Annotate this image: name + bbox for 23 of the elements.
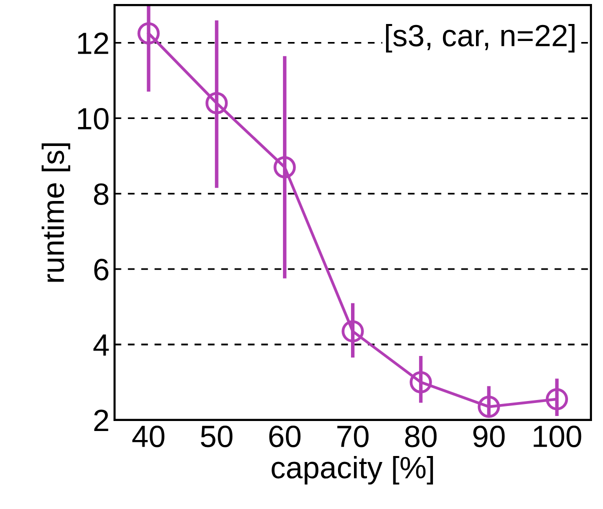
x-axis-title: capacity [%] [272,456,433,485]
annotation: [s3, car, n=22] [386,24,574,53]
y-tick-label: 12 [78,32,108,54]
point [342,320,364,342]
point [546,388,568,410]
x-tick-label: 50 [200,426,232,448]
x-tick-label: 100 [534,426,582,448]
x-tick-label: 40 [132,426,164,448]
y-tick-label: 4 [93,334,109,356]
point [410,371,432,394]
point [274,156,296,178]
x-tick-label: 60 [269,426,300,448]
point [137,22,160,44]
y-tick-label: 6 [94,258,108,280]
point [478,396,500,418]
y-tick-label: 8 [94,183,108,206]
x-tick-label: 80 [405,426,437,448]
y-axis-title: runtime [s] [42,143,70,282]
y-tick-label: 2 [94,410,108,431]
y-tick-label: 10 [78,108,109,130]
x-tick-label: 70 [337,426,369,448]
point [206,92,228,114]
x-tick-label: 90 [473,426,505,448]
